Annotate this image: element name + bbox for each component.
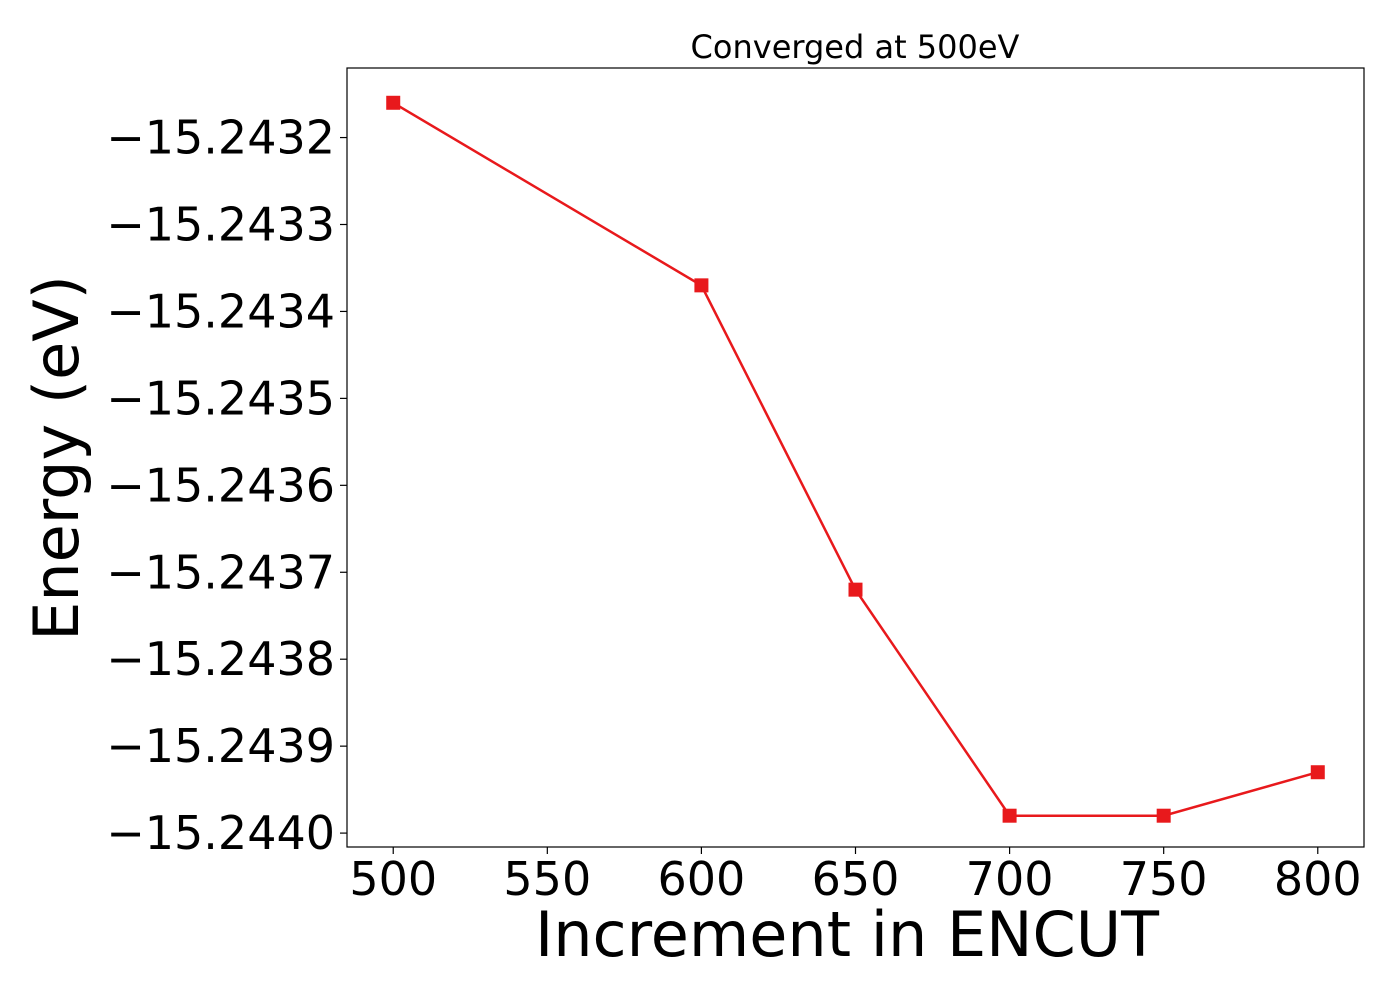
x-axis-label: Increment in ENCUT xyxy=(535,898,1160,971)
y-axis-label: Energy (eV) xyxy=(20,275,93,641)
y-tick-label: −15.2440 xyxy=(106,806,335,860)
series-line xyxy=(392,101,1319,817)
data-point-marker xyxy=(694,278,709,293)
data-point-marker xyxy=(1156,808,1171,823)
x-tick-label: 700 xyxy=(966,852,1054,906)
x-tick-label: 750 xyxy=(1120,852,1208,906)
plot-frame xyxy=(346,67,1365,848)
data-point-marker xyxy=(848,582,863,597)
y-tick-label: −15.2433 xyxy=(106,197,335,251)
x-tick-label: 500 xyxy=(349,852,437,906)
x-tick-label: 800 xyxy=(1274,852,1362,906)
x-tick-label: 600 xyxy=(658,852,746,906)
x-tick-label: 550 xyxy=(503,852,591,906)
chart-title: Converged at 500eV xyxy=(691,28,1020,66)
x-tick-label: 650 xyxy=(812,852,900,906)
data-point-marker xyxy=(1310,765,1325,780)
y-tick-label: −15.2432 xyxy=(106,111,335,165)
data-point-marker xyxy=(386,95,401,110)
y-tick-label: −15.2436 xyxy=(106,458,335,512)
y-tick-label: −15.2437 xyxy=(106,545,335,599)
y-tick-label: −15.2439 xyxy=(106,719,335,773)
y-tick-label: −15.2434 xyxy=(106,284,335,338)
data-point-marker xyxy=(1002,808,1017,823)
y-tick-label: −15.2435 xyxy=(106,371,335,425)
y-tick-label: −15.2438 xyxy=(106,632,335,686)
